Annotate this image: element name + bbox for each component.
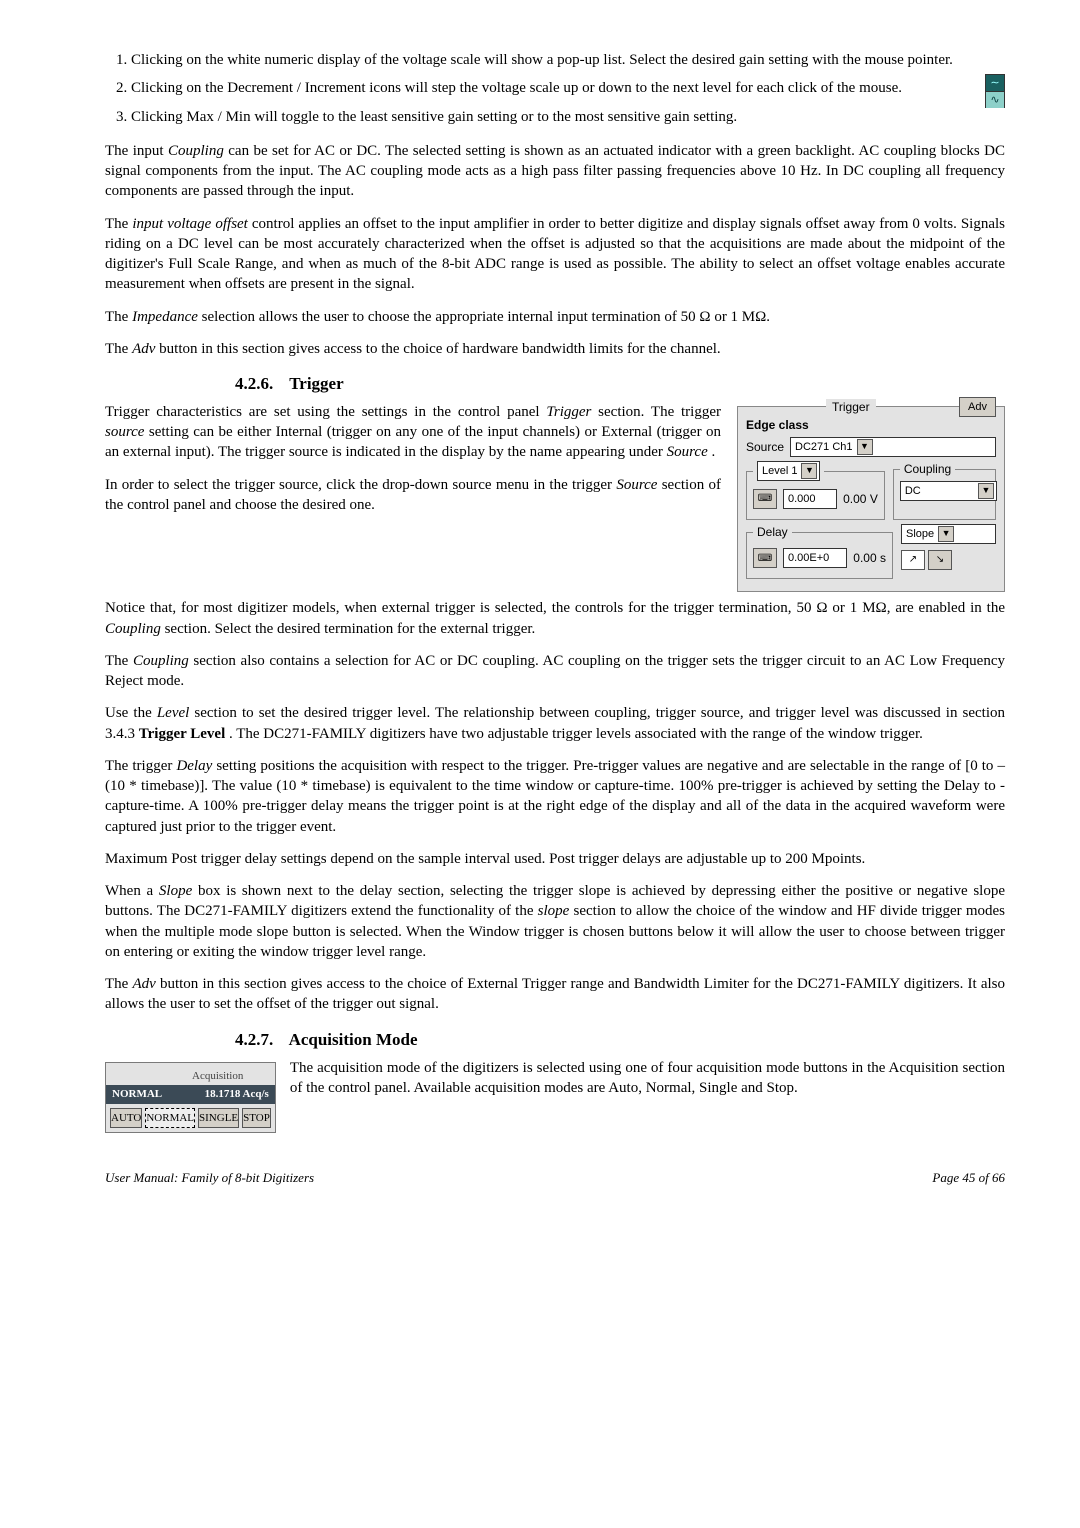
chevron-down-icon: ▼ xyxy=(938,526,954,542)
delay-unit: 0.00 s xyxy=(853,550,886,566)
source-dropdown[interactable]: DC271 Ch1 ▼ xyxy=(790,437,996,457)
keypad-icon[interactable]: ⌨ xyxy=(753,548,777,568)
footer-left: User Manual: Family of 8-bit Digitizers xyxy=(105,1169,314,1187)
coupling-dropdown[interactable]: DC ▼ xyxy=(900,481,997,501)
para-level: Use the Level section to set the desired… xyxy=(105,703,1005,744)
acq-auto-button[interactable]: AUTO xyxy=(110,1108,142,1129)
para-adv1: The Adv button in this section gives acc… xyxy=(105,339,1005,359)
list-item: Clicking on the white numeric display of… xyxy=(131,50,1005,70)
para-slope: When a Slope box is shown next to the de… xyxy=(105,881,1005,962)
acq-legend: Acquisition xyxy=(186,1069,249,1084)
para-impedance: The Impedance selection allows the user … xyxy=(105,307,1005,327)
delay-legend: Delay xyxy=(753,524,792,540)
list-item: Clicking Max / Min will toggle to the le… xyxy=(131,107,1005,127)
edge-class-label: Edge class xyxy=(746,417,809,433)
para-notice: Notice that, for most digitizer models, … xyxy=(105,598,1005,639)
chevron-down-icon: ▼ xyxy=(801,463,817,479)
slope-neg-button[interactable]: ↘ xyxy=(928,550,952,570)
trigger-panel: Trigger Adv Edge class Source DC271 Ch1 … xyxy=(737,406,1005,592)
footer-right: Page 45 of 66 xyxy=(932,1169,1005,1187)
section-acq-heading: 4.2.7. Acquisition Mode xyxy=(235,1029,1005,1052)
adv-button[interactable]: Adv xyxy=(959,397,996,417)
coupling-legend: Coupling xyxy=(900,461,955,477)
keypad-icon[interactable]: ⌨ xyxy=(753,489,777,509)
para-ivoffset: The input voltage offset control applies… xyxy=(105,214,1005,295)
para-adv2: The Adv button in this section gives acc… xyxy=(105,974,1005,1015)
acq-normal-button[interactable]: NORMAL xyxy=(145,1108,195,1129)
chevron-down-icon: ▼ xyxy=(978,483,994,499)
page-footer: User Manual: Family of 8-bit Digitizers … xyxy=(105,1169,1005,1187)
increment-decrement-icon: ∼ ∿ xyxy=(985,74,1005,108)
list-item: Clicking on the Decrement / Increment ic… xyxy=(131,78,1005,98)
acq-mode-label: NORMAL xyxy=(112,1087,162,1102)
level-value: 0.000 xyxy=(783,489,837,509)
acq-single-button[interactable]: SINGLE xyxy=(198,1108,239,1129)
acquisition-panel: Acquisition NORMAL 18.1718 Acq/s AUTO NO… xyxy=(105,1062,276,1134)
para-coupsec: The Coupling section also contains a sel… xyxy=(105,651,1005,692)
acq-rate: 18.1718 Acq/s xyxy=(205,1087,269,1102)
chevron-down-icon: ▼ xyxy=(857,439,873,455)
section-trigger-heading: 4.2.6. Trigger xyxy=(235,373,1005,396)
source-label: Source xyxy=(746,439,784,455)
panel-title: Trigger xyxy=(826,399,876,415)
li2-text: Clicking on the Decrement / Increment ic… xyxy=(131,80,902,96)
numbered-list: Clicking on the white numeric display of… xyxy=(105,50,1005,127)
li3-text: Clicking Max / Min will toggle to the le… xyxy=(131,109,737,125)
li1-text: Clicking on the white numeric display of… xyxy=(131,52,953,68)
acq-stop-button[interactable]: STOP xyxy=(242,1108,271,1129)
level-dropdown[interactable]: Level 1 ▼ xyxy=(757,461,820,481)
slope-dropdown[interactable]: Slope ▼ xyxy=(901,524,996,544)
slope-pos-button[interactable]: ↗ xyxy=(901,550,925,570)
delay-value: 0.00E+0 xyxy=(783,548,847,568)
level-unit: 0.00 V xyxy=(843,491,878,507)
para-coupling: The input Coupling can be set for AC or … xyxy=(105,141,1005,202)
para-delay: The trigger Delay setting positions the … xyxy=(105,756,1005,837)
para-maxpost: Maximum Post trigger delay settings depe… xyxy=(105,849,1005,869)
